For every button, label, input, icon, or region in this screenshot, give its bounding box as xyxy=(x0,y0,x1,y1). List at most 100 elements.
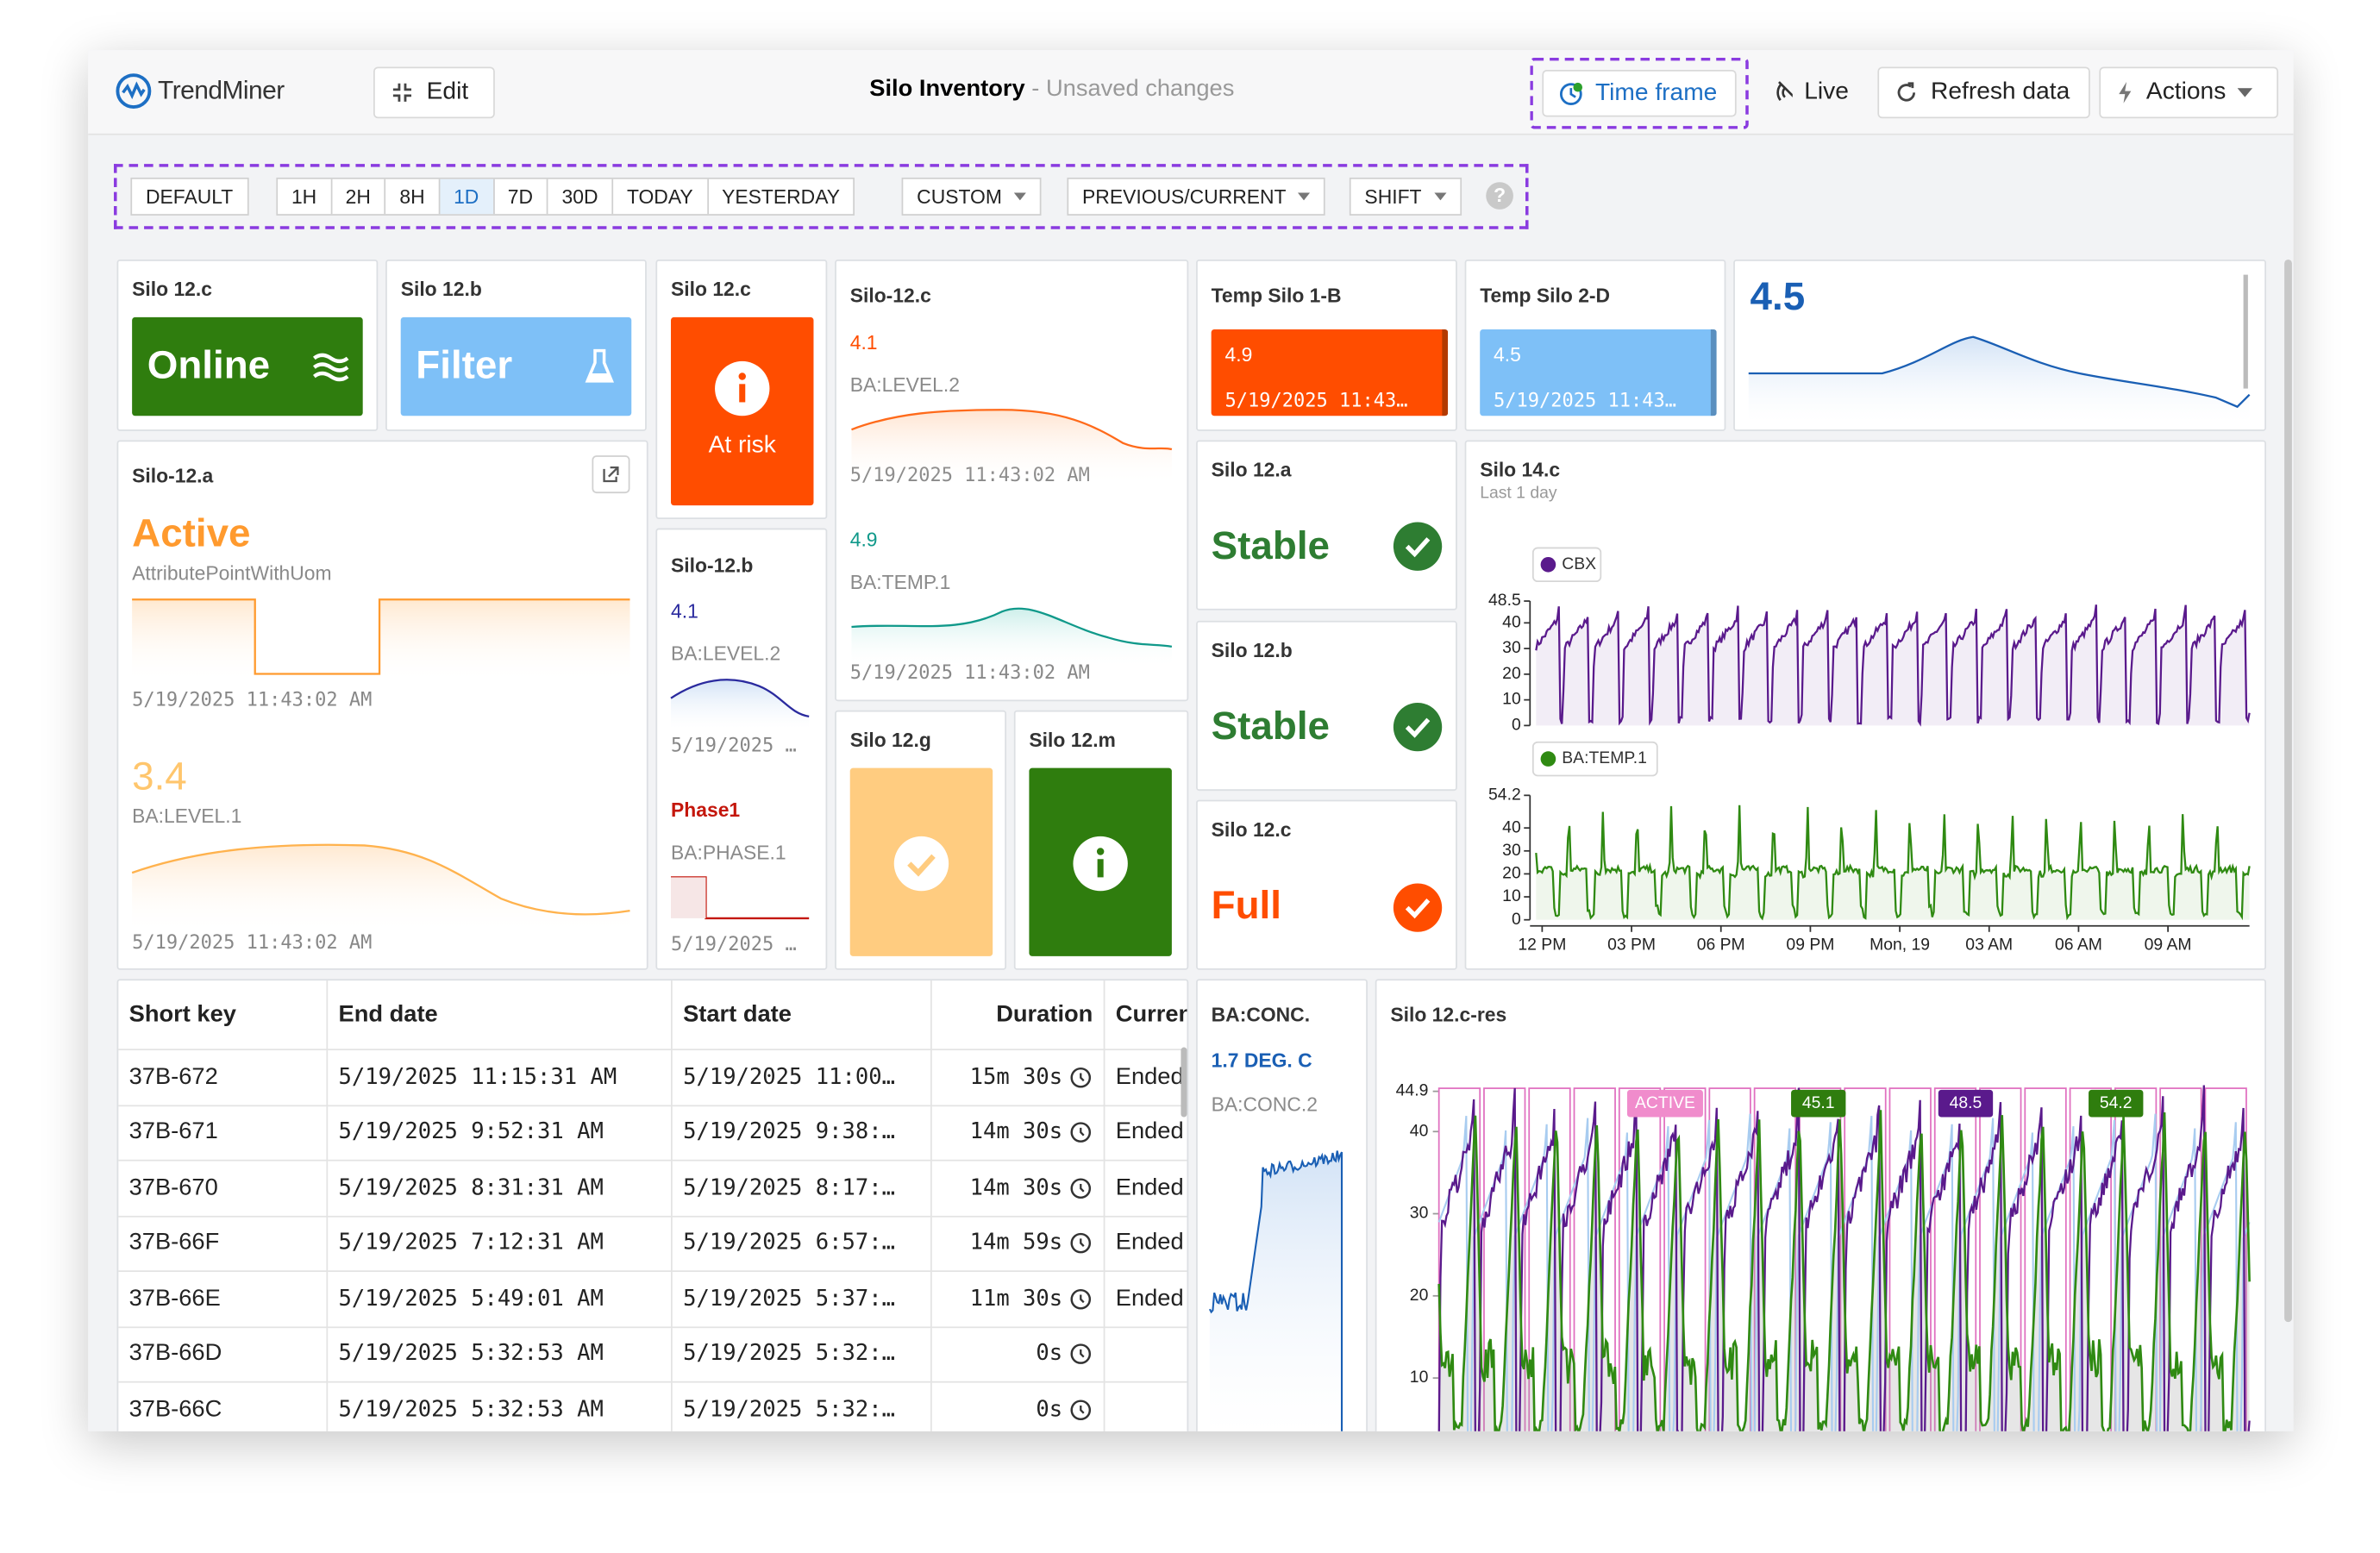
tile-title: Silo 12.c xyxy=(1211,817,1292,842)
tile[interactable]: Silo 12.g xyxy=(835,710,1007,970)
refresh-button[interactable]: Refresh data xyxy=(1877,66,2090,119)
title: Silo Inventory xyxy=(869,76,1025,102)
value: 4.5 xyxy=(1494,342,1521,366)
table-row[interactable]: 37B-66C 5/19/2025 5:32:53 AM 5/19/2025 5:3… xyxy=(118,1381,1187,1431)
duration: 14m 30s xyxy=(969,1120,1063,1145)
tile[interactable]: Silo 12.b Filter xyxy=(385,259,647,431)
actions-button[interactable]: Actions xyxy=(2099,66,2279,119)
tile-title: Silo 12.b xyxy=(1211,639,1293,662)
tile-title: Silo 12.g xyxy=(849,728,931,752)
tag: BA:LEVEL.1 xyxy=(132,804,242,828)
table-row[interactable]: 37B-66D 5/19/2025 5:32:53 AM 5/19/2025 5:3… xyxy=(118,1325,1187,1383)
range-button[interactable]: 2H xyxy=(332,178,386,215)
scrollbar xyxy=(2243,274,2248,389)
tile[interactable]: Silo-12.b 4.1 BA:LEVEL.2 5/19/2025 … Pha… xyxy=(655,528,828,970)
tile[interactable]: Silo-12.c 4.1 BA:LEVEL.2 5/19/2025 11:43… xyxy=(835,259,1189,702)
range-button[interactable]: 1H xyxy=(278,178,332,215)
clock-icon xyxy=(1070,1067,1092,1088)
tile[interactable]: Silo 12.c Online xyxy=(116,259,379,431)
tag: BA:LEVEL.2 xyxy=(849,373,960,397)
tile[interactable]: BA:CONC. 1.7 DEG. C BA:CONC.2 xyxy=(1196,979,1368,1431)
range-button[interactable]: YESTERDAY xyxy=(722,185,841,209)
tile[interactable]: Silo-12.a Active AttributePointWithUom 5… xyxy=(116,440,648,970)
tile-title: Silo-12.a xyxy=(132,464,214,488)
table-row[interactable]: 37B-66E 5/19/2025 5:49:01 AM 5/19/2025 5:3… xyxy=(118,1270,1187,1328)
scrollbar xyxy=(1181,1047,1187,1118)
table-row[interactable]: 37B-670 5/19/2025 8:31:31 AM 5/19/2025 8:1… xyxy=(118,1159,1187,1217)
timestamp: 5/19/2025 … xyxy=(671,931,797,955)
window: TrendMiner Edit Silo Inventory - Unsaved… xyxy=(88,50,2294,1431)
value: 3.4 xyxy=(132,753,187,798)
table-cell: Ended xyxy=(1103,1215,1187,1273)
table-cell: Ended xyxy=(1103,1104,1187,1162)
tile[interactable]: Silo 14.c Last 1 day xyxy=(1464,440,2266,970)
tag: AttributePointWithUom xyxy=(132,561,332,585)
tag: BA:CONC.2 xyxy=(1211,1093,1318,1116)
duration: 14m 59s xyxy=(969,1231,1063,1256)
range-button[interactable]: 1D xyxy=(440,178,494,215)
live-button[interactable]: Live xyxy=(1761,66,1864,118)
table-tile: Short key End date Start date Duration Curre… xyxy=(116,979,1189,1431)
tile[interactable]: 4.5 xyxy=(1733,259,2266,431)
help-icon[interactable]: ? xyxy=(1486,182,1513,210)
default-label: DEFAULT xyxy=(145,185,234,209)
range-button[interactable]: 30D xyxy=(548,178,614,215)
tile-title: Silo 12.c-res xyxy=(1390,1003,1507,1026)
default-button[interactable]: DEFAULT xyxy=(130,177,248,216)
range-group: 1H 2H 8H 1D 7D 30D TODAY YESTERDAY xyxy=(276,177,855,216)
tile[interactable]: Silo 12.c Full xyxy=(1196,799,1457,970)
tile[interactable]: Silo 12.a Stable xyxy=(1196,440,1457,611)
table-row[interactable]: 37B-66F 5/19/2025 7:12:31 AM 5/19/2025 6:5… xyxy=(118,1215,1187,1273)
timestamp: 5/19/2025 … xyxy=(671,733,797,756)
table: Short key End date Start date Duration Curre… xyxy=(118,980,1187,1431)
value: 4.1 xyxy=(671,599,698,623)
edit-label: Edit xyxy=(426,78,469,105)
time-frame-toolbar xyxy=(114,164,1529,229)
state: Active xyxy=(132,510,251,556)
tile[interactable]: Temp Silo 2-D 4.5 5/19/2025 11:43… xyxy=(1464,259,1726,431)
duration: 15m 30s xyxy=(969,1065,1063,1090)
tile[interactable]: Silo 12.m xyxy=(1013,710,1189,970)
edit-button[interactable]: Edit xyxy=(373,66,495,119)
tile-title: Silo-12.c xyxy=(849,284,931,307)
kpi-value: 4.5 xyxy=(1750,272,1806,319)
range-button[interactable]: TODAY xyxy=(613,178,709,215)
time-frame-button[interactable]: Time frame xyxy=(1530,57,1749,129)
tile[interactable]: Silo 12.c-res xyxy=(1375,979,2266,1431)
range-button[interactable]: 7D xyxy=(494,178,548,215)
page-scrollbar xyxy=(2284,259,2292,1323)
table-cell: 14m 30s xyxy=(930,1159,1105,1217)
column-header[interactable]: Short key xyxy=(118,980,329,1051)
tile[interactable]: Silo 12.b Stable xyxy=(1196,620,1457,792)
table-cell: 5/19/2025 5:32:… xyxy=(671,1381,932,1431)
timestamp: 5/19/2025 11:43:02 AM xyxy=(132,930,373,954)
column-header[interactable]: Duration xyxy=(930,980,1105,1051)
logo[interactable]: TrendMiner xyxy=(116,72,285,110)
tile-title: Silo 12.c xyxy=(132,278,212,301)
previous-current-dropdown[interactable]: PREVIOUS/CURRENT xyxy=(1067,177,1326,216)
table-cell: Ended xyxy=(1103,1049,1187,1106)
table-row[interactable]: 37B-672 5/19/2025 11:15:31 AM 5/19/2025 11… xyxy=(118,1049,1187,1106)
table-cell: 5/19/2025 7:12:31 AM xyxy=(326,1215,673,1273)
range-button[interactable]: 8H xyxy=(386,178,441,215)
tile[interactable]: Silo 12.c At risk xyxy=(655,259,828,519)
tile-title: Silo-12.b xyxy=(671,554,754,577)
table-cell: 0s xyxy=(930,1325,1105,1383)
tile-title: Silo 12.b xyxy=(400,278,482,301)
column-header[interactable]: Start date xyxy=(671,980,932,1051)
table-row[interactable]: 37B-671 5/19/2025 9:52:31 AM 5/19/2025 9:3… xyxy=(118,1104,1187,1162)
custom-dropdown[interactable]: CUSTOM xyxy=(901,177,1042,216)
table-cell xyxy=(1103,1325,1187,1383)
popout-button[interactable] xyxy=(592,455,630,494)
clock-icon xyxy=(1070,1288,1092,1310)
table-cell: Ended xyxy=(1103,1159,1187,1217)
column-header[interactable]: Current xyxy=(1103,980,1187,1051)
clock-icon xyxy=(1070,1400,1092,1420)
column-header[interactable]: End date xyxy=(326,980,673,1051)
table-cell xyxy=(1103,1381,1187,1431)
shift-dropdown[interactable]: SHIFT xyxy=(1349,177,1462,216)
header-row: Short key End date Start date Duration Curre… xyxy=(118,980,1187,1051)
table-cell: 37B-672 xyxy=(118,1049,329,1106)
tile[interactable]: Temp Silo 1-B 4.9 5/19/2025 11:43… xyxy=(1196,259,1457,431)
state: Full xyxy=(1211,881,1282,928)
